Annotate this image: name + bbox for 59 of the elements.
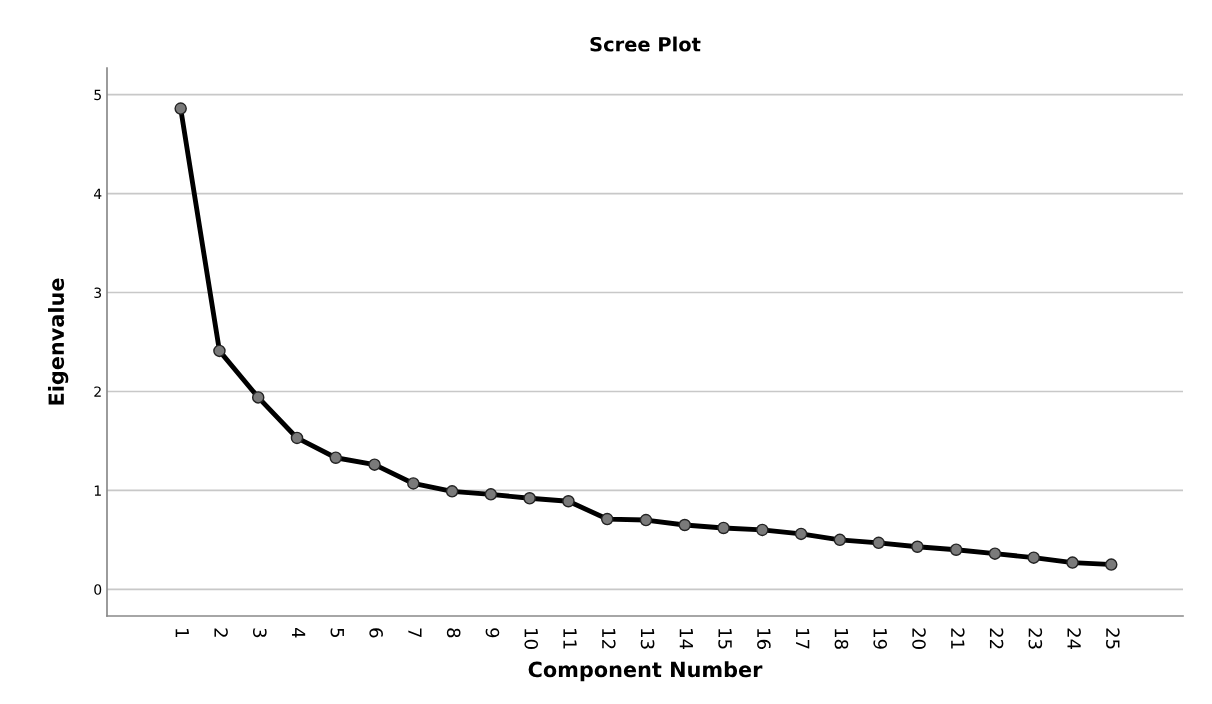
- x-axis-title: Component Number: [528, 661, 763, 682]
- x-tick-label: 2: [214, 628, 228, 637]
- point: [523, 492, 536, 505]
- point: [407, 477, 420, 490]
- x-tick-label: 25: [1106, 628, 1120, 649]
- chart-title: Scree Plot: [590, 36, 701, 52]
- point: [988, 547, 1002, 560]
- x-tick-label: 10: [524, 629, 539, 649]
- x-tick-label: 4: [292, 627, 306, 638]
- point: [290, 431, 304, 445]
- x-tick-label: 18: [834, 629, 849, 649]
- x-tick-label: 3: [252, 628, 267, 638]
- point: [368, 458, 381, 471]
- point: [484, 488, 498, 501]
- x-tick-label: 19: [873, 629, 888, 649]
- y-tick-label: 4: [93, 188, 102, 199]
- point: [174, 102, 187, 115]
- point: [445, 485, 459, 498]
- x-tick-label: 15: [718, 629, 732, 649]
- point: [562, 495, 575, 508]
- x-tick-label: 21: [951, 628, 965, 649]
- point: [1066, 556, 1079, 569]
- x-tick-label: 9: [485, 628, 500, 638]
- point: [1027, 551, 1040, 564]
- x-tick-label: 7: [408, 628, 422, 638]
- point: [911, 540, 924, 554]
- y-tick-label: 5: [94, 89, 101, 101]
- point: [717, 521, 730, 535]
- x-tick-label: 1: [175, 629, 189, 637]
- point: [833, 533, 847, 547]
- x-tick-label: 14: [679, 629, 693, 650]
- x-tick-label: 5: [330, 628, 344, 638]
- point: [251, 391, 265, 404]
- x-tick-label: 17: [796, 629, 810, 649]
- y-tick-label: 2: [94, 386, 101, 397]
- point: [213, 344, 226, 358]
- point: [756, 523, 769, 537]
- point: [872, 536, 885, 550]
- point: [794, 527, 808, 541]
- x-tick-label: 20: [912, 628, 926, 649]
- x-tick-label: 8: [446, 628, 461, 638]
- y-axis-title: Eigenvalue: [47, 278, 69, 405]
- x-tick-label: 6: [369, 628, 383, 638]
- point: [639, 513, 653, 527]
- x-tick-label: 23: [1028, 628, 1043, 649]
- y-tick-label: 0: [94, 584, 102, 595]
- x-tick-label: 12: [602, 629, 616, 649]
- x-tick-label: 13: [640, 629, 655, 649]
- point: [600, 512, 614, 526]
- y-tick-label: 3: [94, 287, 102, 299]
- x-tick-label: 11: [563, 629, 577, 649]
- x-tick-label: 24: [1067, 628, 1081, 650]
- x-tick-label: 16: [757, 629, 771, 649]
- point: [329, 451, 343, 464]
- point: [1105, 558, 1118, 571]
- point: [678, 518, 691, 532]
- y-tick-label: 1: [94, 485, 101, 496]
- x-tick-label: 22: [989, 628, 1004, 649]
- point: [949, 543, 963, 556]
